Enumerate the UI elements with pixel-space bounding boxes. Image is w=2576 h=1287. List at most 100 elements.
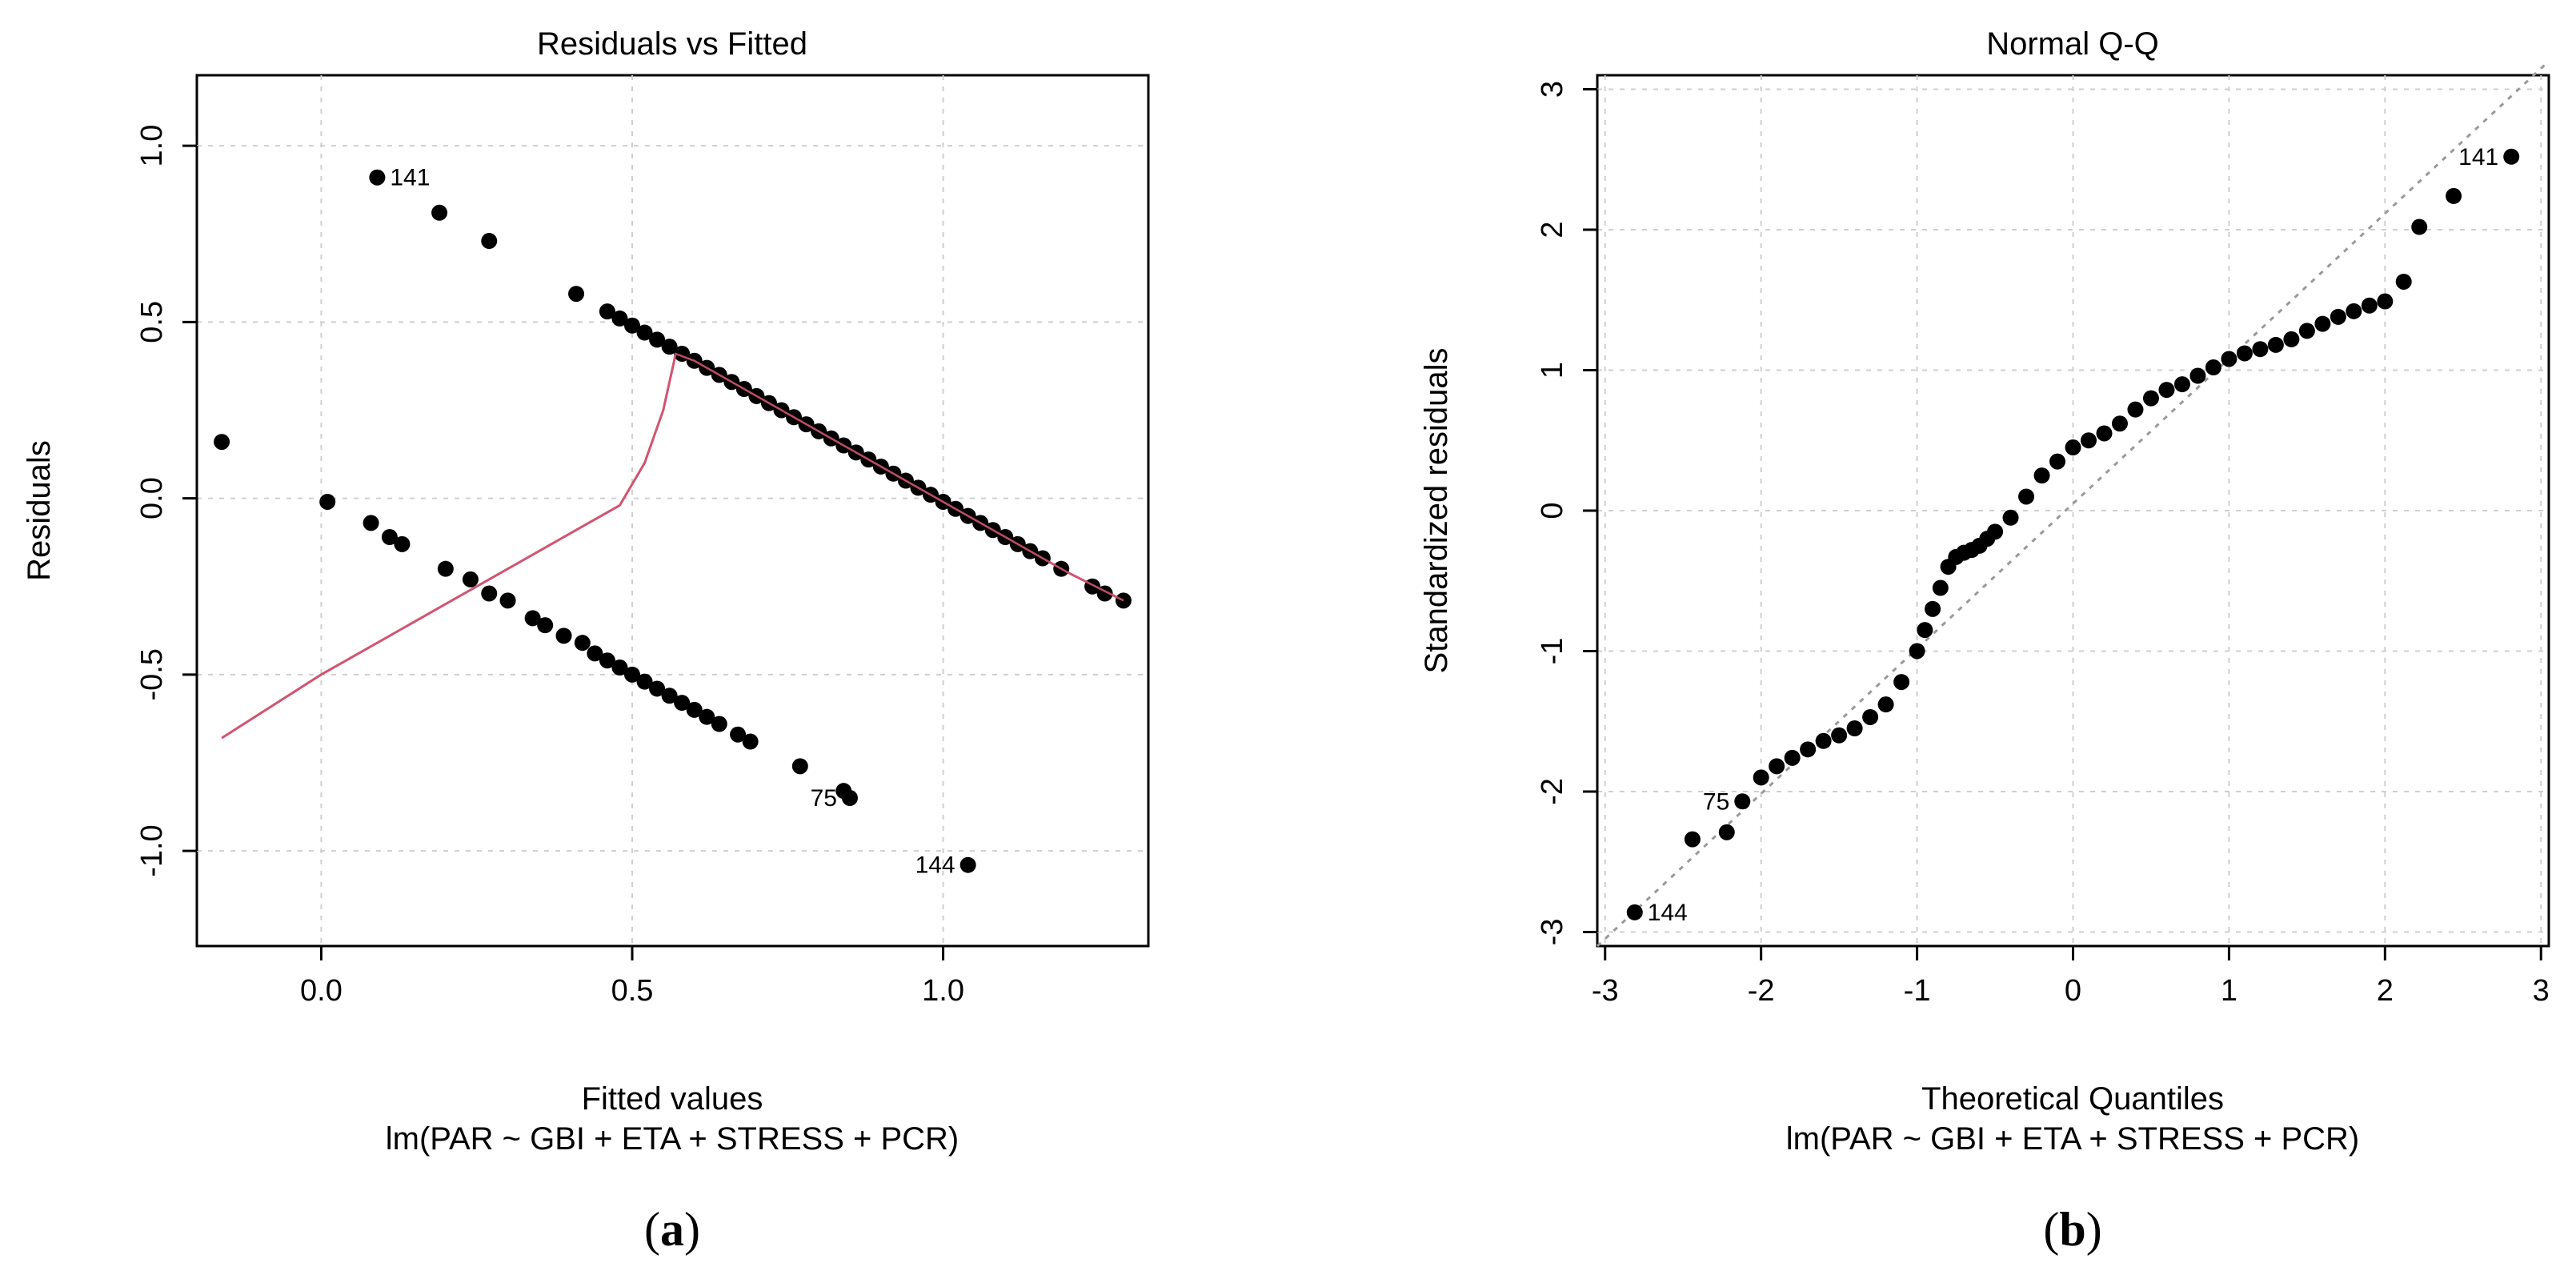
data-point	[699, 708, 715, 725]
data-point	[2189, 367, 2206, 384]
data-points	[1626, 148, 2520, 920]
data-point	[1917, 622, 1933, 639]
data-point	[1684, 831, 1701, 848]
data-point	[686, 701, 703, 718]
data-point	[1862, 708, 1879, 725]
smooth-line	[221, 351, 1124, 740]
data-point	[1115, 592, 1132, 609]
x-axis-label: Fitted values	[582, 1081, 763, 1117]
model-formula: lm(PAR ~ GBI + ETA + STRESS + PCR)	[386, 1121, 959, 1157]
data-point	[2330, 308, 2346, 325]
data-point	[1769, 758, 1785, 775]
data-point	[649, 680, 666, 697]
y-tick-label: -3	[1536, 919, 1569, 946]
y-tick-label: 0.0	[135, 477, 169, 519]
data-point	[2346, 303, 2362, 319]
data-point	[2111, 415, 2128, 432]
data-point	[2503, 148, 2520, 165]
panel-label-a: (a)	[644, 1203, 700, 1256]
point-label: 144	[915, 852, 955, 879]
data-point	[623, 317, 640, 334]
point-label: 75	[1703, 788, 1729, 815]
data-point	[611, 310, 628, 327]
data-point	[2298, 323, 2315, 339]
data-point	[2018, 488, 2035, 505]
panel-label-b: (b)	[2043, 1203, 2101, 1256]
data-point	[2377, 293, 2394, 310]
data-point	[499, 592, 516, 609]
x-tick-label: -3	[1592, 974, 1619, 1008]
data-point	[711, 716, 727, 732]
data-point	[1626, 904, 1643, 920]
x-tick-label: -1	[1904, 974, 1931, 1008]
data-point	[661, 339, 678, 355]
data-point	[2142, 390, 2159, 407]
point-labels: 141 75 144	[1648, 144, 2498, 926]
x-tick-label: 0.5	[611, 974, 654, 1008]
data-point	[2236, 345, 2253, 362]
data-point	[2205, 359, 2221, 376]
x-tick-label: -2	[1748, 974, 1775, 1008]
smooth-line-group	[221, 351, 1124, 740]
data-point	[2096, 425, 2113, 442]
data-point	[2446, 187, 2462, 204]
data-point	[623, 666, 640, 683]
data-point	[2314, 315, 2331, 332]
x-tick-label: 0.0	[300, 974, 343, 1008]
data-point	[2080, 432, 2097, 449]
data-points	[214, 169, 1132, 873]
point-label: 141	[2458, 144, 2498, 170]
qq-reference-line	[1596, 60, 2550, 948]
x-tick-label: 1	[2221, 974, 2237, 1008]
data-point	[2002, 509, 2019, 526]
data-point	[636, 673, 653, 690]
reference-line-group	[1596, 60, 2550, 948]
model-formula: lm(PAR ~ GBI + ETA + STRESS + PCR)	[1786, 1121, 2359, 1157]
data-point	[2158, 382, 2175, 399]
data-point	[959, 856, 976, 873]
axis-ticks: -3 -2 -1 0 1 2 3 -3 -2 -1 0 1 2 3	[1536, 81, 2550, 1008]
point-label: 75	[811, 785, 837, 812]
data-point	[1877, 696, 1894, 713]
y-tick-label: 3	[1536, 81, 1569, 98]
data-point	[462, 571, 479, 587]
data-point	[2283, 331, 2300, 347]
data-point	[431, 204, 448, 221]
y-tick-label: 1	[1536, 362, 1569, 379]
y-tick-label: 2	[1536, 221, 1569, 238]
data-point	[2127, 401, 2144, 418]
data-point	[1800, 741, 1817, 758]
gridlines	[1597, 75, 2549, 946]
data-point	[730, 726, 747, 743]
data-point	[1753, 769, 1769, 786]
residuals-vs-fitted-chart: 0.0 0.5 1.0 -1.0 -0.5 0.0 0.5 1.0 141 75 144 Resi…	[22, 26, 1150, 1256]
y-tick-label: -2	[1536, 778, 1569, 805]
point-label: 141	[390, 165, 430, 191]
data-point	[611, 660, 628, 676]
data-point	[1734, 793, 1751, 810]
data-point	[2221, 351, 2237, 367]
data-point	[1831, 727, 1848, 744]
data-point	[1925, 600, 1941, 617]
chart-title: Normal Q-Q	[1986, 26, 2159, 62]
smooth-line-overlay	[221, 352, 1124, 740]
y-tick-label: 0	[1536, 502, 1569, 519]
x-tick-label: 2	[2377, 974, 2394, 1008]
x-tick-label: 0	[2065, 974, 2081, 1008]
point-label: 144	[1648, 900, 1688, 926]
data-point	[568, 286, 585, 303]
y-tick-label: -1	[1536, 638, 1569, 665]
data-point	[574, 635, 591, 652]
y-tick-label: 1.0	[135, 125, 169, 167]
data-point	[649, 331, 666, 348]
data-point	[742, 733, 759, 750]
data-point	[791, 758, 808, 775]
data-point	[2361, 297, 2378, 314]
data-point	[394, 535, 411, 552]
data-point	[2065, 439, 2081, 456]
data-point	[437, 560, 454, 577]
y-tick-label: -1.0	[135, 824, 169, 876]
data-point	[2411, 219, 2428, 235]
data-point	[481, 233, 498, 250]
